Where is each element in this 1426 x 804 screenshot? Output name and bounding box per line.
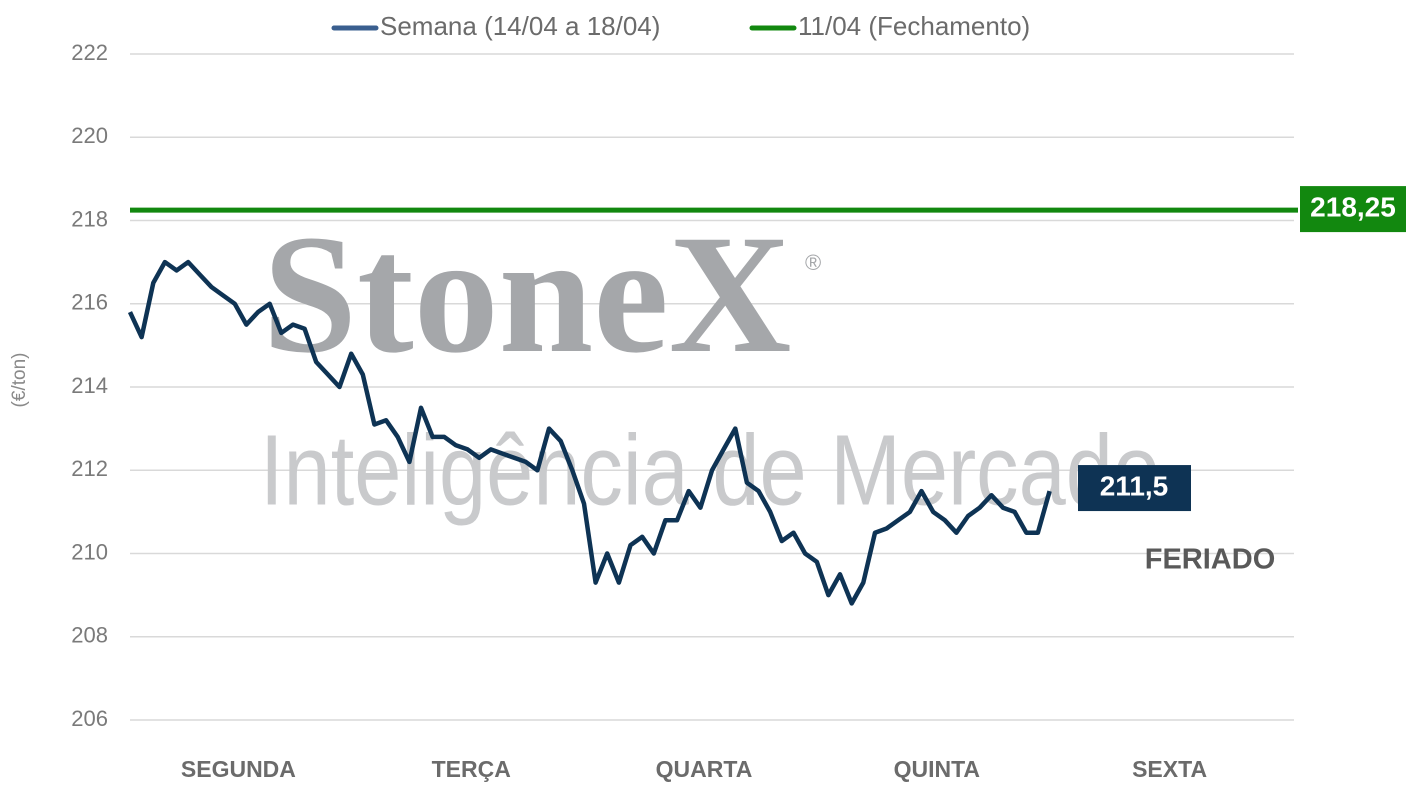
x-tick-label: SEGUNDA [181,756,296,782]
x-tick-label: TERÇA [432,756,511,782]
y-tick-label: 208 [71,623,108,648]
value-label: 218,25 [1310,191,1396,222]
series-line [127,259,1052,606]
y-axis-label: (€/ton) [9,353,30,408]
grid [130,53,1294,721]
y-tick-label: 206 [71,706,108,731]
y-tick-label: 218 [71,206,108,231]
y-tick-label: 214 [71,373,108,398]
x-tick-label: QUINTA [894,756,980,782]
y-tick-label: 220 [71,123,108,148]
value-label-box [1078,465,1191,512]
y-tick-label: 222 [71,40,108,65]
y-tick-label: 216 [71,290,108,315]
x-tick-label: SEXTA [1132,756,1207,782]
value-label-box [1300,186,1406,233]
legend-label: Semana (14/04 a 18/04) [380,11,660,41]
value-label: 211,5 [1100,470,1169,501]
y-tick-label: 210 [71,539,108,564]
watermark-logo: StoneX [263,200,792,388]
watermark-registered: ® [805,250,821,275]
annotation: FERIADO [1145,544,1276,576]
y-tick-label: 212 [71,456,108,481]
x-tick-label: QUARTA [656,756,753,782]
legend-label: 11/04 (Fechamento) [798,11,1030,41]
